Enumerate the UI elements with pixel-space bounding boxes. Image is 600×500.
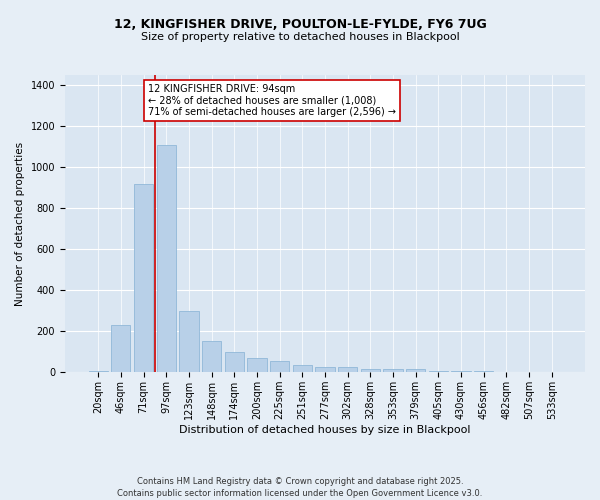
Bar [338, 367, 357, 372]
Bar [247, 358, 266, 372]
Text: Contains HM Land Registry data © Crown copyright and database right 2025.
Contai: Contains HM Land Registry data © Crown c… [118, 476, 482, 498]
Bar [406, 369, 425, 372]
Text: Size of property relative to detached houses in Blackpool: Size of property relative to detached ho… [140, 32, 460, 42]
Bar [179, 311, 199, 372]
Bar [361, 369, 380, 372]
X-axis label: Distribution of detached houses by size in Blackpool: Distribution of detached houses by size … [179, 425, 471, 435]
Bar [89, 370, 108, 372]
Bar [383, 369, 403, 372]
Text: 12 KINGFISHER DRIVE: 94sqm
← 28% of detached houses are smaller (1,008)
71% of s: 12 KINGFISHER DRIVE: 94sqm ← 28% of deta… [148, 84, 396, 117]
Bar [316, 367, 335, 372]
Bar [157, 144, 176, 372]
Bar [134, 184, 153, 372]
Text: 12, KINGFISHER DRIVE, POULTON-LE-FYLDE, FY6 7UG: 12, KINGFISHER DRIVE, POULTON-LE-FYLDE, … [113, 18, 487, 30]
Bar [202, 340, 221, 372]
Bar [270, 361, 289, 372]
Bar [111, 325, 130, 372]
Y-axis label: Number of detached properties: Number of detached properties [15, 142, 25, 306]
Bar [224, 352, 244, 372]
Bar [293, 365, 312, 372]
